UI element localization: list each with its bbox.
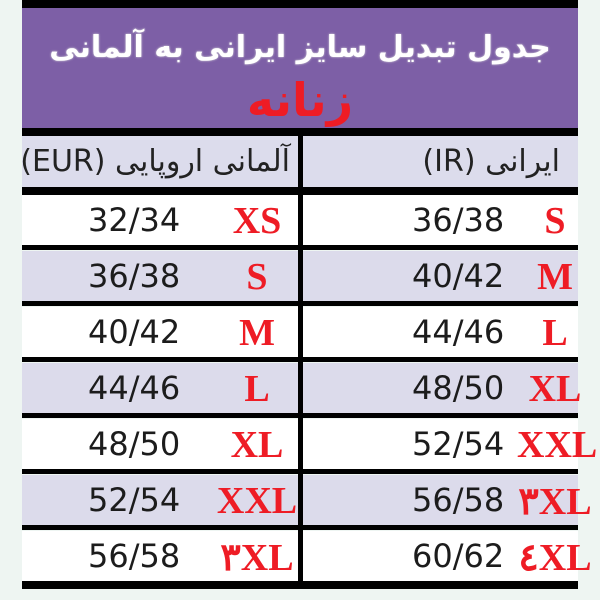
header-eur: آلمانی اروپایی (EUR) [20,136,298,187]
ir-size: XL [528,368,582,410]
eur-value: 52/54 [88,481,181,519]
table-title: جدول تبدیل سایز ایرانی به آلمانی [49,30,551,65]
eur-value: 44/46 [88,369,181,407]
eur-value: 56/58 [88,537,181,575]
eur-size: XXL [216,480,298,522]
eur-size: L [244,368,270,410]
ir-value: 56/58 [412,481,505,519]
eur-value: 48/50 [88,425,181,463]
ir-value: 44/46 [412,313,505,351]
ir-size: ٣XL [518,481,592,523]
eur-value: 32/34 [88,201,181,239]
column-divider [298,136,303,588]
eur-size: XL [230,424,284,466]
ir-size: L [542,312,568,354]
ir-size: XXL [517,424,598,466]
table-row: 52/54 XXL 56/58 ٣XL [22,475,592,525]
ir-size: S [544,200,566,242]
eur-value: 36/38 [88,257,181,295]
eur-size: XS [232,200,282,242]
ir-value: 52/54 [412,425,505,463]
title-banner: جدول تبدیل سایز ایرانی به آلمانی زنانه [22,8,578,128]
eur-size: ٣XL [220,537,294,579]
eur-value: 40/42 [88,313,181,351]
eur-size: M [239,312,275,354]
ir-size: M [537,256,573,298]
header-eur-label: آلمانی اروپایی (EUR) [20,144,290,179]
header-ir-label: ایرانی (IR) [422,144,560,179]
table-subtitle: زنانه [246,73,354,127]
ir-value: 40/42 [412,257,505,295]
divider [22,128,578,136]
header-ir: ایرانی (IR) [303,136,578,187]
ir-value: 48/50 [412,369,505,407]
eur-size: S [246,256,268,298]
ir-value: 36/38 [412,201,505,239]
ir-value: 60/62 [412,537,505,575]
top-border [22,0,578,8]
ir-size: ٤XL [518,537,592,579]
